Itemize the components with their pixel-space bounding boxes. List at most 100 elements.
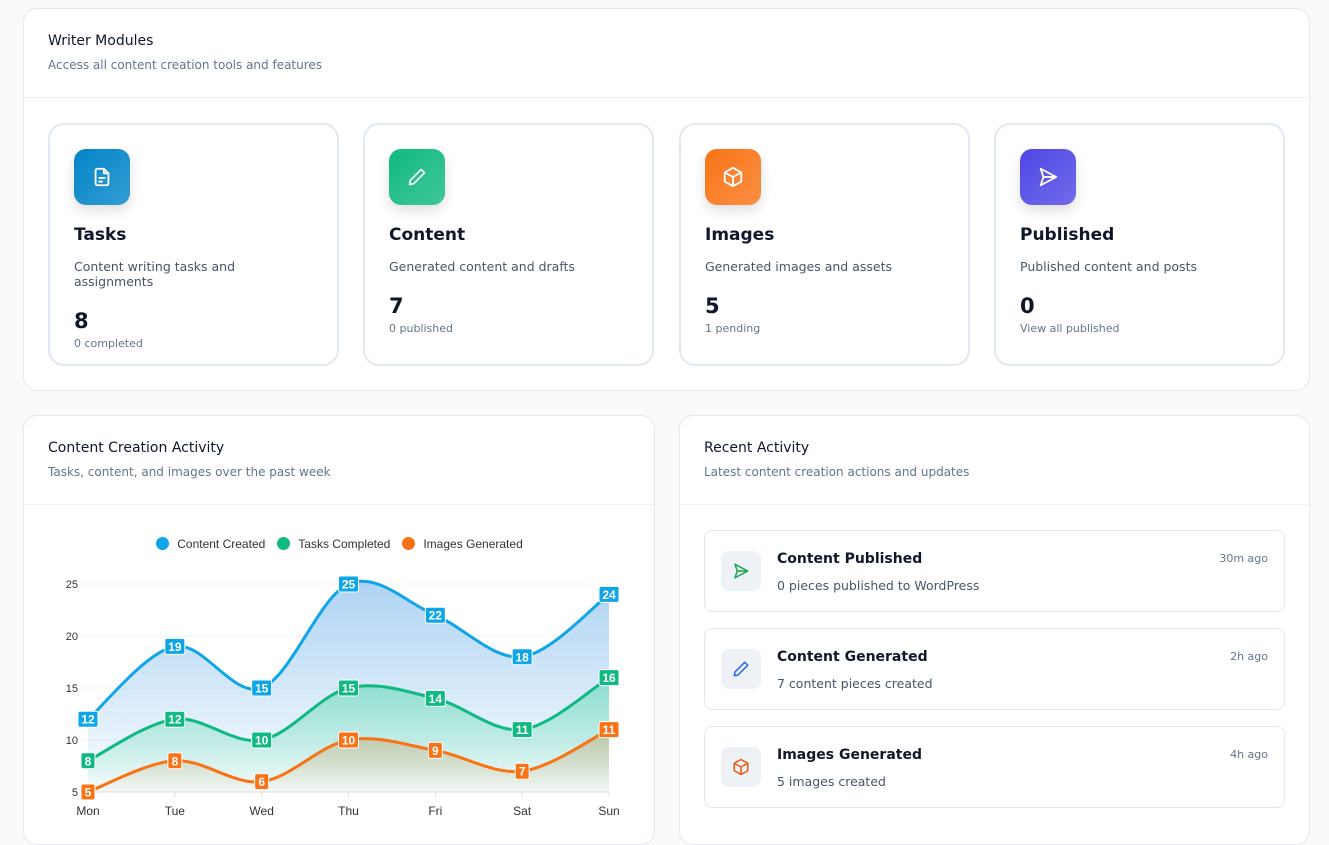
- x-tick-label: Wed: [249, 804, 273, 818]
- data-label: 19: [168, 640, 182, 654]
- activity-item[interactable]: Images Generated 5 images created 4h ago: [704, 726, 1285, 808]
- legend-item[interactable]: Content Created: [156, 537, 265, 551]
- data-label: 24: [602, 588, 616, 602]
- legend-label: Tasks Completed: [298, 537, 391, 551]
- data-label-box: [251, 679, 273, 697]
- module-description: Generated content and drafts: [389, 259, 575, 274]
- module-footer: 1 pending: [705, 322, 761, 335]
- x-tick-label: Sat: [513, 804, 532, 818]
- section-subtitle: Access all content creation tools and fe…: [48, 58, 323, 72]
- data-label-box: [514, 762, 530, 780]
- document-icon: [74, 149, 130, 205]
- module-title: Published: [1020, 225, 1115, 245]
- data-label-box: [598, 585, 620, 603]
- data-label-box: [80, 752, 96, 770]
- data-label-box: [167, 752, 183, 770]
- activity-title: Content Generated: [777, 649, 928, 665]
- data-label: 11: [516, 723, 529, 737]
- data-label: 25: [342, 578, 356, 592]
- module-description: Generated images and assets: [705, 259, 892, 274]
- x-tick-label: Fri: [428, 804, 442, 818]
- activity-description: 0 pieces published to WordPress: [777, 578, 980, 593]
- activity-item[interactable]: Content Generated 7 content pieces creat…: [704, 628, 1285, 710]
- legend-item[interactable]: Images Generated: [402, 537, 523, 551]
- module-footer: 0 published: [389, 322, 453, 335]
- activity-item[interactable]: Content Published 0 pieces published to …: [704, 530, 1285, 612]
- chart-subtitle: Tasks, content, and images over the past…: [48, 465, 331, 479]
- recent-title: Recent Activity: [704, 440, 810, 456]
- chart-title: Content Creation Activity: [48, 440, 225, 456]
- activity-description: 7 content pieces created: [777, 676, 933, 691]
- activity-chart: 5 10 15 20 25 Mon Tue Wed Thu Fri Sat Sun 12 19 15 25 22…: [66, 575, 620, 818]
- module-description: Content writing tasks and assignments: [74, 259, 236, 289]
- module-card-images[interactable]: Images Generated images and assets 5 1 p…: [679, 123, 970, 366]
- module-count: 7: [389, 294, 404, 318]
- data-label-box: [77, 710, 99, 728]
- module-count: 8: [74, 309, 89, 333]
- data-label: 6: [258, 775, 265, 789]
- data-label: 18: [515, 650, 529, 664]
- legend-label: Images Generated: [423, 537, 523, 551]
- module-card-tasks[interactable]: Tasks Content writing tasks and assignme…: [48, 123, 339, 366]
- data-label-box: [598, 669, 620, 687]
- data-label-box: [80, 783, 96, 801]
- data-label: 14: [429, 692, 443, 706]
- data-label-box: [598, 721, 620, 739]
- data-label-box: [338, 731, 359, 749]
- data-label-box: [254, 773, 270, 791]
- module-title: Tasks: [74, 225, 127, 245]
- activity-time: 4h ago: [1230, 748, 1268, 761]
- pencil-icon: [721, 649, 761, 689]
- activity-time: 30m ago: [1219, 552, 1268, 565]
- module-card-published[interactable]: Published Published content and posts 0 …: [994, 123, 1285, 366]
- legend-swatch: [156, 537, 170, 550]
- legend-swatch: [402, 537, 416, 550]
- data-label-box: [511, 648, 533, 666]
- data-label: 8: [85, 754, 92, 768]
- chart-header: Content Creation Activity Tasks, content…: [24, 416, 654, 505]
- recent-activity-card: Recent Activity Latest content creation …: [679, 415, 1310, 845]
- data-label-box: [424, 689, 446, 707]
- activity-time: 2h ago: [1230, 650, 1268, 663]
- pencil-icon: [389, 149, 445, 205]
- module-description: Published content and posts: [1020, 259, 1197, 274]
- send-icon: [1020, 149, 1076, 205]
- data-label-box: [338, 679, 359, 697]
- send-icon: [721, 551, 761, 591]
- section-title: Writer Modules: [48, 33, 154, 49]
- data-label: 10: [342, 734, 356, 748]
- chart-legend: Content Created Tasks Completed Images Gen…: [24, 537, 654, 551]
- recent-subtitle: Latest content creation actions and upda…: [704, 465, 970, 479]
- box-icon: [721, 747, 761, 787]
- module-title: Content: [389, 225, 466, 245]
- series-area: [88, 729, 609, 792]
- box-icon: [705, 149, 761, 205]
- activity-description: 5 images created: [777, 774, 886, 789]
- writer-modules-header: Writer Modules Access all content creati…: [24, 9, 1309, 98]
- data-label: 10: [255, 734, 269, 748]
- data-label-box: [424, 606, 446, 624]
- data-label-box: [164, 710, 186, 728]
- data-label: 22: [429, 609, 443, 623]
- data-label: 11: [603, 723, 616, 737]
- module-title: Images: [705, 225, 775, 245]
- data-label: 15: [342, 682, 356, 696]
- x-tick-label: Mon: [76, 804, 99, 818]
- data-label-box: [511, 721, 533, 739]
- activity-chart-card: Content Creation Activity Tasks, content…: [23, 415, 655, 845]
- data-label: 9: [432, 744, 439, 758]
- y-tick-label: 5: [72, 787, 78, 799]
- module-footer: View all published: [1020, 322, 1120, 335]
- module-card-content[interactable]: Content Generated content and drafts 7 0…: [363, 123, 654, 366]
- data-label-box: [164, 637, 186, 655]
- legend-item[interactable]: Tasks Completed: [277, 537, 390, 551]
- x-tick-label: Thu: [338, 804, 359, 818]
- x-tick-label: Sun: [598, 804, 619, 818]
- legend-label: Content Created: [177, 537, 266, 551]
- activity-title: Images Generated: [777, 747, 922, 763]
- data-label: 15: [255, 682, 269, 696]
- data-label-box: [338, 575, 359, 593]
- legend-swatch: [277, 537, 291, 550]
- data-label: 7: [519, 765, 526, 779]
- recent-header: Recent Activity Latest content creation …: [680, 416, 1309, 505]
